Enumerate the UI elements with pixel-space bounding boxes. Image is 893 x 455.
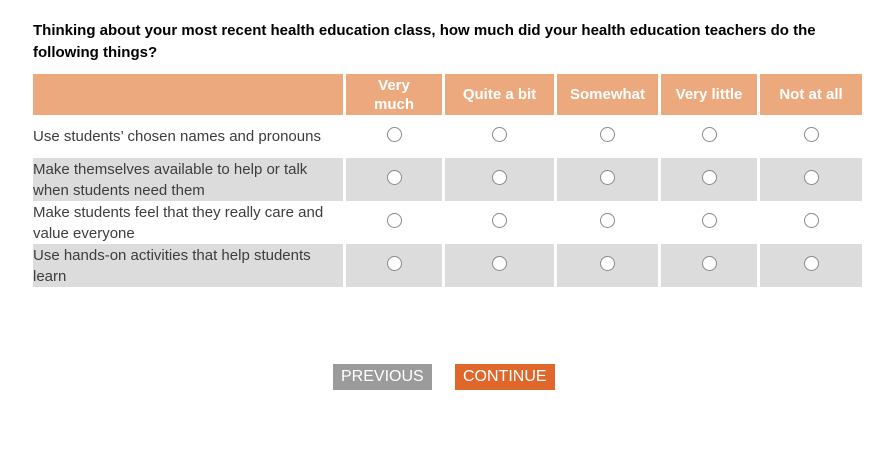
row-label: Make themselves available to help or tal…: [33, 158, 343, 201]
table-row: Make students feel that they really care…: [33, 201, 862, 244]
table-row: Make themselves available to help or tal…: [33, 158, 862, 201]
continue-button[interactable]: CONTINUE: [455, 364, 555, 390]
radio-button-r4-not-at-all[interactable]: [803, 255, 819, 271]
row-label: Make students feel that they really care…: [33, 203, 324, 242]
column-header-very-little: Very little: [658, 74, 757, 115]
header-row: Very much Quite a bit Somewhat Very litt…: [33, 74, 862, 115]
radio-button-r3-quite-a-bit[interactable]: [492, 212, 507, 228]
table-row: Use hands-on activities that help studen…: [33, 244, 862, 287]
radio-button-r3-somewhat[interactable]: [600, 212, 615, 228]
row-label: Use hands-on activities that help studen…: [33, 244, 343, 287]
radio-button-r2-very-much[interactable]: [386, 169, 402, 185]
radio-button-r4-very-much[interactable]: [386, 255, 402, 271]
column-header-very-much: Very much: [343, 74, 442, 115]
radio-button-r3-very-much[interactable]: [386, 212, 402, 228]
radio-button-r2-very-little[interactable]: [701, 169, 717, 185]
matrix-table: Very much Quite a bit Somewhat Very litt…: [33, 74, 862, 287]
radio-button-r3-not-at-all[interactable]: [803, 212, 819, 228]
radio-button-r1-not-at-all[interactable]: [803, 126, 819, 142]
radio-button-r4-very-little[interactable]: [701, 255, 717, 271]
radio-button-r1-quite-a-bit[interactable]: [492, 126, 507, 142]
radio-button-r2-quite-a-bit[interactable]: [492, 169, 507, 185]
previous-button[interactable]: PREVIOUS: [333, 364, 432, 390]
radio-button-r1-very-little[interactable]: [701, 126, 717, 142]
table-row: Use students’ chosen names and pronouns: [33, 115, 862, 158]
header-spacer-cell: [33, 74, 343, 115]
column-header-not-at-all: Not at all: [757, 74, 862, 115]
radio-button-r1-somewhat[interactable]: [600, 126, 615, 142]
radio-button-r3-very-little[interactable]: [701, 212, 717, 228]
row-label: Use students’ chosen names and pronouns: [33, 128, 321, 145]
radio-button-r1-very-much[interactable]: [386, 126, 402, 142]
column-header-quite-a-bit: Quite a bit: [442, 74, 554, 115]
radio-button-r2-somewhat[interactable]: [600, 169, 615, 185]
radio-button-r2-not-at-all[interactable]: [803, 169, 819, 185]
question-text: Thinking about your most recent health e…: [33, 22, 816, 61]
radio-button-r4-somewhat[interactable]: [600, 255, 615, 271]
radio-button-r4-quite-a-bit[interactable]: [492, 255, 507, 271]
column-header-somewhat: Somewhat: [554, 74, 658, 115]
